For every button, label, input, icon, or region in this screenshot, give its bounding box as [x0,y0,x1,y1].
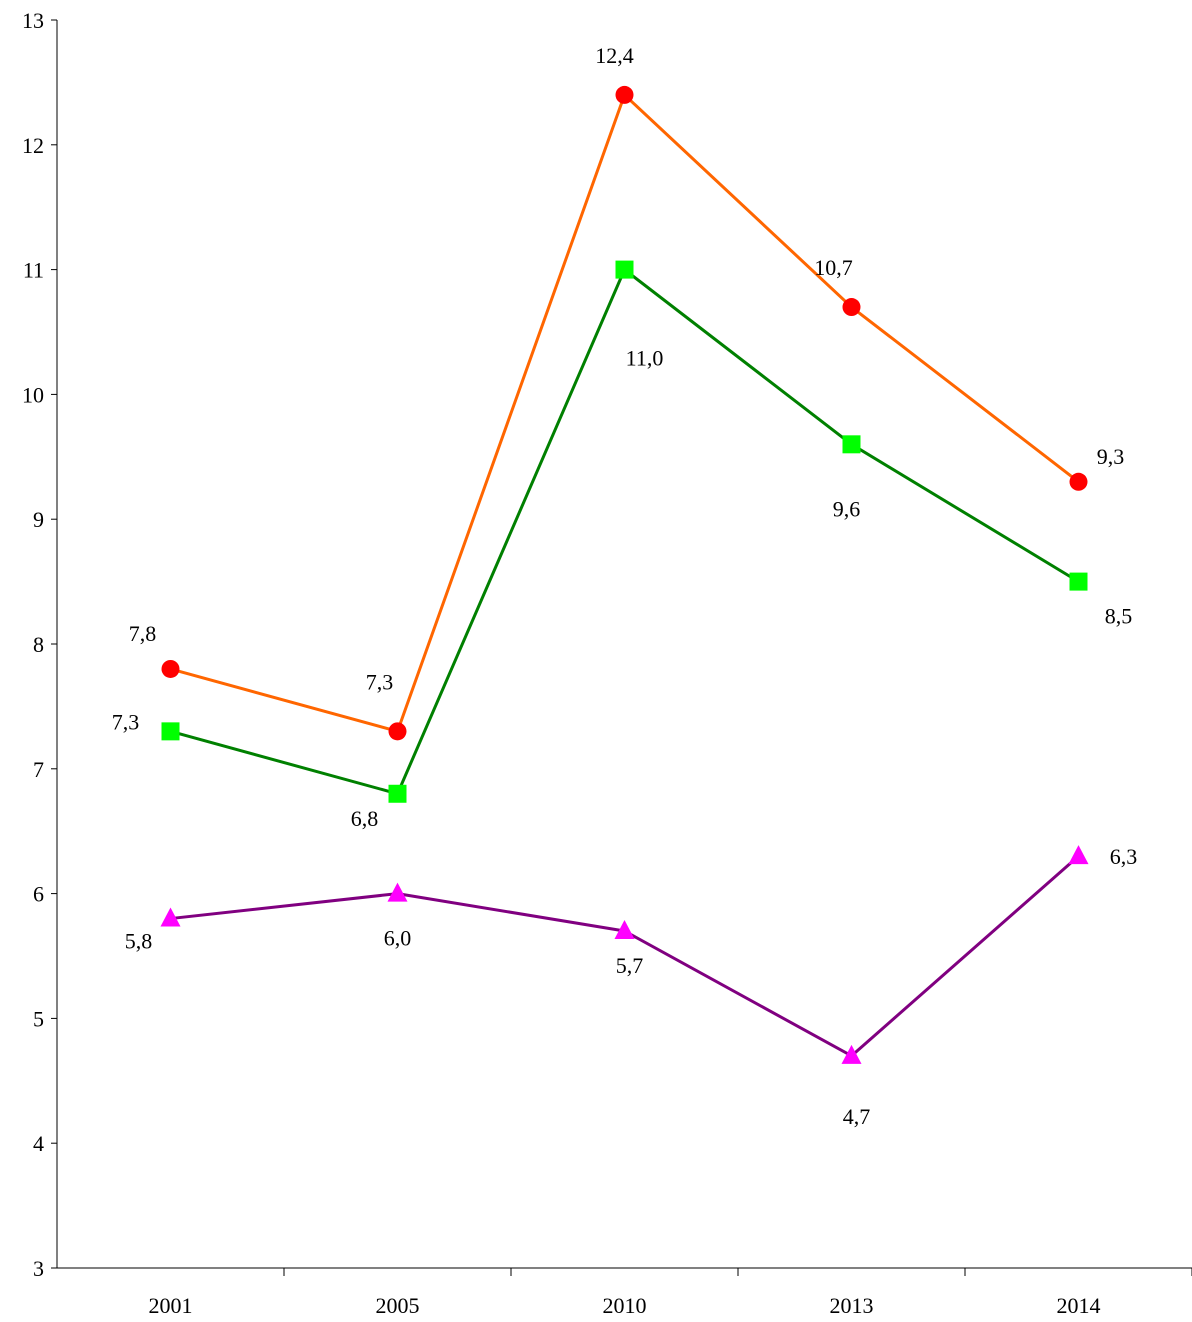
y-tick-label: 10 [22,382,44,407]
axes [51,19,1192,1276]
y-tick-label: 6 [33,882,44,907]
y-tick-label: 13 [22,8,44,33]
series-3-data-label: 4,7 [843,1104,871,1129]
series-1-point [615,85,634,104]
series-3-point [1068,845,1089,865]
series-3-point [841,1044,862,1064]
series-1-data-label: 7,3 [366,669,394,694]
series-2-point [388,784,407,803]
series-1-line [170,93,1080,733]
series-lines [170,93,1080,1058]
series-2-data-label: 11,0 [626,346,664,371]
y-tick-label: 5 [33,1006,44,1031]
series-3-point [614,920,635,940]
x-tick-label: 2001 [149,1293,193,1318]
series-1-point [1069,472,1088,491]
series-2-point [615,260,634,279]
y-tick-label: 4 [33,1131,44,1156]
series-1-point [161,659,180,678]
series-2-point [842,435,861,454]
y-tick-label: 11 [23,258,44,283]
series-markers [160,85,1089,1064]
series-1-point [842,298,861,317]
x-tick-label: 2014 [1057,1293,1101,1318]
series-2-data-label: 6,8 [351,806,379,831]
y-tick-label: 7 [33,757,44,782]
y-tick-label: 9 [33,507,44,532]
x-tick-label: 2005 [376,1293,420,1318]
data-labels: 7,8 7,3 12,4 10,7 9,3 7,3 6,8 11,0 9,6 8,5 5,8 6,0 5… [112,43,1138,1129]
x-tick-label: 2013 [830,1293,874,1318]
y-tick-labels: 3 4 5 6 7 8 9 10 11 12 13 [22,8,44,1281]
series-2-data-label: 7,3 [112,709,140,734]
series-2-point [1069,572,1088,591]
x-tick-labels: 2001 2005 2010 2013 2014 [149,1293,1101,1318]
series-1-data-label: 10,7 [814,255,853,280]
y-tick-label: 3 [33,1256,44,1281]
series-1-data-label: 12,4 [595,43,634,68]
series-3-data-label: 6,3 [1110,844,1138,869]
series-3-point [160,907,181,927]
series-1-point [388,722,407,741]
series-2-point [161,722,180,741]
series-2-line [170,268,1080,796]
series-3-data-label: 5,7 [616,953,644,978]
series-3-point [387,882,408,902]
series-1-data-label: 9,3 [1097,444,1125,469]
series-2-data-label: 8,5 [1105,604,1133,629]
series-1-data-label: 7,8 [129,621,157,646]
series-3-data-label: 6,0 [384,926,412,951]
y-tick-label: 8 [33,632,44,657]
x-tick-label: 2010 [603,1293,647,1318]
y-tick-label: 12 [22,133,44,158]
series-2-data-label: 9,6 [833,496,861,521]
series-3-data-label: 5,8 [125,929,153,954]
